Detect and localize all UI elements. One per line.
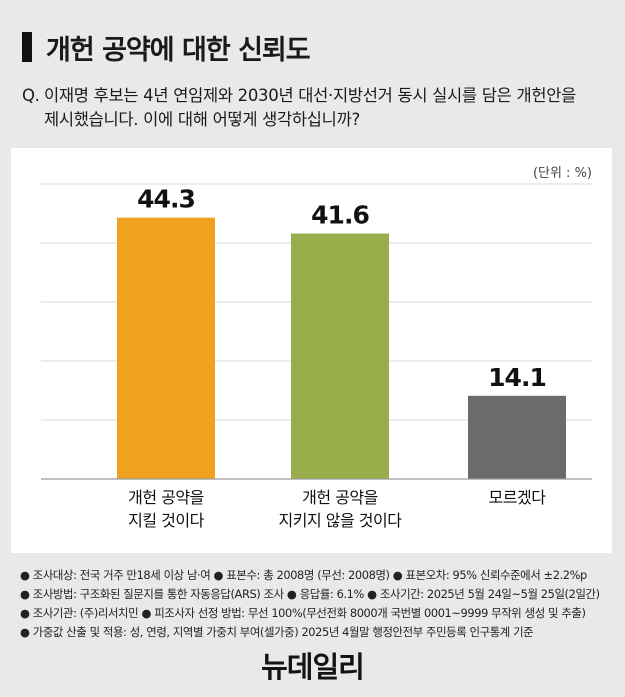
question-line-1: Q. 이재명 후보는 4년 연임제와 2030년 대선·지방선거 동시 실시를 담… bbox=[22, 84, 612, 108]
page-title: 개헌 공약에 대한 신뢰도 bbox=[46, 34, 311, 66]
data-label: 44.3 bbox=[137, 185, 195, 214]
unit-label: (단위 : %) bbox=[532, 166, 592, 181]
bar bbox=[291, 233, 389, 479]
title-marker bbox=[22, 32, 32, 62]
category-label: 개헌 공약을 bbox=[128, 488, 204, 507]
bar bbox=[468, 395, 566, 479]
survey-notes: ● 조사대상: 전국 거주 만18세 이상 남·여 ● 표본수: 총 2008명… bbox=[20, 566, 620, 642]
category-label: 지키지 않을 것이다 bbox=[279, 511, 403, 530]
survey-note: ● 조사방법: 구조화된 질문지를 통한 자동응답(ARS) 조사 ● 응답률:… bbox=[20, 587, 600, 601]
data-label: 14.1 bbox=[488, 363, 546, 392]
data-label: 41.6 bbox=[311, 201, 369, 230]
category-label: 모르겠다 bbox=[489, 488, 547, 507]
question-text-2: 제시했습니다. 이에 대해 어떻게 생각하십니까? bbox=[44, 110, 360, 129]
survey-note: ● 조사기관: (주)리서치민 ● 피조사자 선정 방법: 무선 100%(무선… bbox=[20, 606, 586, 620]
newdaily-logo: 뉴데일리 bbox=[261, 650, 365, 684]
survey-note: ● 조사대상: 전국 거주 만18세 이상 남·여 ● 표본수: 총 2008명… bbox=[20, 568, 587, 582]
title-row: 개헌 공약에 대한 신뢰도 bbox=[22, 30, 311, 66]
category-label: 지킬 것이다 bbox=[128, 511, 204, 530]
question-text-1: 이재명 후보는 4년 연임제와 2030년 대선·지방선거 동시 실시를 담은 … bbox=[44, 86, 576, 105]
survey-question: Q. 이재명 후보는 4년 연임제와 2030년 대선·지방선거 동시 실시를 담… bbox=[22, 84, 612, 132]
bar bbox=[117, 217, 215, 479]
question-prefix: Q. bbox=[22, 86, 40, 105]
category-label: 개헌 공약을 bbox=[302, 488, 378, 507]
survey-note: ● 가중값 산출 및 적용: 성, 연령, 지역별 가중치 부여(셀가중) 20… bbox=[20, 625, 534, 639]
